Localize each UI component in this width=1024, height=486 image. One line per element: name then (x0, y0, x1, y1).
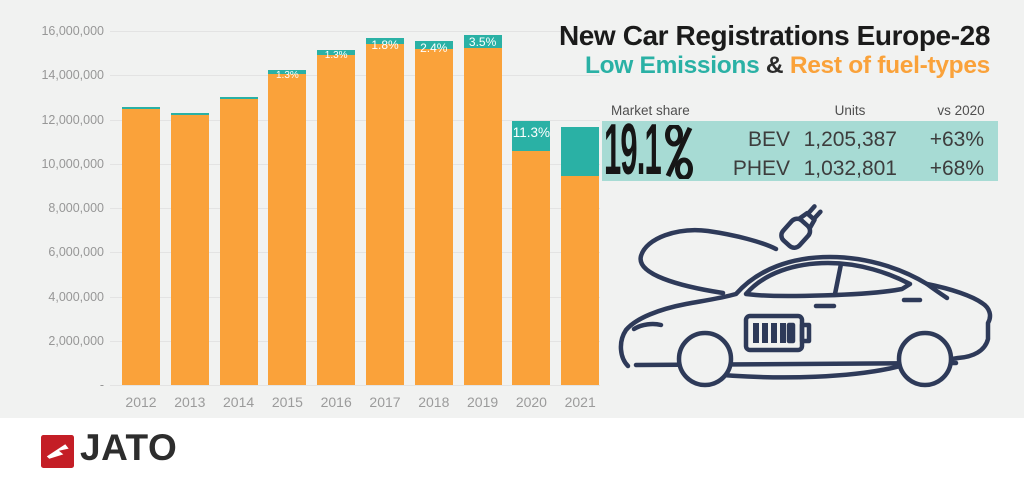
side-skirt (697, 361, 911, 380)
rest-fuel-segment (512, 150, 551, 385)
rest-fuel-segment (414, 48, 453, 385)
fuel-type-phev: PHEV (732, 157, 790, 180)
x-axis-label-2016: 2016 (320, 394, 352, 410)
y-axis-tick-label: 6,000,000 (48, 245, 104, 260)
bev-units: 1,205,387 (803, 128, 897, 151)
bar-share-label: 11.3% (512, 125, 551, 141)
trunk-seam (924, 281, 950, 301)
bar-share-label: 1.3% (275, 69, 299, 81)
title-block: New Car Registrations Europe-28 Low Emis… (559, 20, 990, 79)
bar-2014 (219, 96, 258, 385)
y-axis-tick-label: 10,000,000 (41, 156, 104, 171)
x-axis-label-2021: 2021 (564, 394, 596, 410)
rest-fuel-segment (463, 47, 502, 385)
bar-2015: 1.3% (268, 69, 307, 385)
rest-fuel-segment (219, 98, 258, 385)
x-axis-label-2017: 2017 (369, 394, 401, 410)
y-axis-tick-label: - (99, 378, 104, 392)
y-axis-tick-label: 4,000,000 (48, 289, 104, 304)
low-emissions-segment (317, 50, 356, 55)
rest-fuel-segment (317, 54, 356, 385)
jato-logo-icon (41, 435, 74, 468)
jato-brand-text: JATO (80, 427, 178, 468)
gridline (110, 385, 600, 386)
low-emissions-segment (561, 127, 600, 177)
low-emissions-segment (414, 40, 453, 49)
rest-fuel-segment (366, 43, 404, 385)
front-wheel (676, 330, 734, 388)
rest-fuel-segment (122, 109, 160, 385)
market-share-value: 19.1 (604, 110, 704, 190)
bar-2018: 2.4% (414, 40, 453, 385)
bar-2019: 3.5% (463, 35, 502, 385)
bar-2016: 1.3% (317, 50, 356, 385)
bar-2017: 1.8% (366, 37, 404, 385)
vs-2020-header: vs 2020 (937, 103, 985, 118)
bar-2012 (122, 107, 160, 385)
low-emissions-segment (170, 112, 209, 115)
low-emissions-segment (219, 96, 258, 99)
subtitle-low-emissions: Low Emissions (584, 52, 760, 79)
charging-plug-icon (779, 204, 823, 250)
bar-2020: 11.3% (512, 121, 551, 385)
percent-glyph-icon (665, 125, 693, 179)
low-emissions-segment (463, 35, 502, 48)
gridline (110, 31, 600, 32)
fuel-type-bev: BEV (747, 128, 790, 151)
x-axis-label-2019: 2019 (467, 394, 499, 410)
subtitle-ampersand: & (759, 52, 790, 79)
bar-share-label: 3.5% (468, 35, 497, 50)
y-axis-tick-label: 8,000,000 (48, 201, 104, 215)
rear-wheel (896, 330, 954, 388)
footer-bar: JATO (0, 418, 1024, 486)
units-header: Units (834, 103, 866, 118)
bev-vs-2020: +63% (929, 128, 984, 151)
phev-units: 1,032,801 (803, 157, 897, 180)
car-body (618, 254, 993, 369)
x-axis-label-2020: 2020 (515, 394, 547, 410)
bar-share-label: 1.8% (371, 37, 399, 52)
x-axis-label-2012: 2012 (125, 394, 157, 410)
bar-share-label: 2.4% (420, 40, 448, 55)
rest-fuel-segment (268, 74, 307, 385)
y-axis-tick-label: 16,000,000 (41, 24, 104, 38)
bar-2021 (561, 127, 600, 385)
market-share-header: Market share (611, 103, 690, 118)
car-windows (743, 260, 913, 299)
x-axis-label-2014: 2014 (223, 394, 255, 410)
x-axis-label-2015: 2015 (271, 394, 303, 410)
page-subtitle: Low Emissions & Rest of fuel-types (559, 52, 990, 79)
low-emissions-segment (268, 69, 307, 75)
electric-car-illustration (618, 204, 993, 388)
y-axis-tick-label: 14,000,000 (41, 68, 104, 83)
phev-vs-2020: +68% (929, 157, 984, 180)
charging-cable (638, 227, 779, 296)
y-axis-tick-label: 12,000,000 (41, 112, 104, 127)
rest-fuel-segment (170, 114, 209, 385)
low-emissions-segment (366, 37, 404, 44)
b-pillar (832, 261, 844, 297)
bar-share-label: 1.3% (324, 50, 348, 62)
low-emissions-segment (122, 107, 160, 110)
battery-icon (743, 313, 812, 353)
x-axis-label-2018: 2018 (418, 394, 450, 410)
market-share-number: 19.1 (604, 110, 662, 190)
low-emissions-segment (512, 121, 551, 151)
rest-fuel-segment (561, 176, 600, 385)
subtitle-rest-fuel: Rest of fuel-types (789, 52, 990, 79)
y-axis-tick-label: 2,000,000 (48, 333, 104, 348)
page-title: New Car Registrations Europe-28 (558, 20, 990, 51)
bar-2013 (170, 112, 209, 385)
headlight (631, 321, 664, 332)
x-axis-label-2013: 2013 (174, 394, 206, 410)
